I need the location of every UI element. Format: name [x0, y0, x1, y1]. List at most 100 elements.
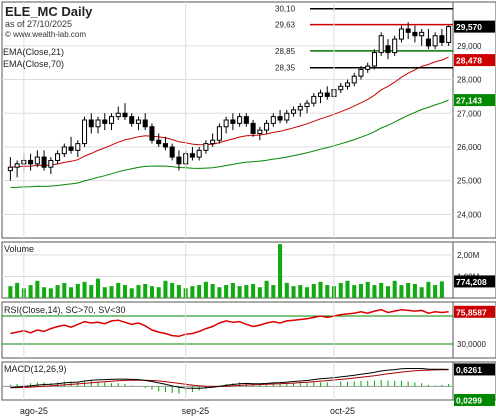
volume-bar	[426, 281, 431, 298]
candle-up	[344, 82, 351, 87]
price-level-label: 28,35	[275, 64, 296, 73]
candle-down	[149, 126, 155, 141]
as-of-date: as of 27/10/2025	[5, 19, 72, 29]
candle-down	[412, 31, 418, 37]
volume-bar	[129, 288, 134, 298]
volume-bar	[264, 280, 269, 298]
candle-up	[284, 112, 290, 121]
candle-up	[358, 68, 364, 77]
rsi-last-badge: 75,8587	[456, 307, 487, 317]
candle-down	[176, 156, 182, 165]
volume-bar	[42, 287, 47, 298]
volume-bar	[62, 282, 67, 298]
last-close-badge: 29,570	[456, 22, 482, 32]
volume-bar	[149, 286, 154, 298]
candle-up	[34, 156, 40, 165]
volume-bar	[217, 287, 222, 298]
candle-up	[108, 116, 115, 124]
candle-down	[102, 119, 108, 124]
volume-panel-axis-area	[452, 241, 496, 299]
volume-bar	[176, 285, 181, 298]
chart-title: ELE_MC Daily	[5, 4, 93, 19]
volume-bar	[345, 280, 350, 298]
volume-bar	[251, 284, 256, 298]
candle-up	[264, 122, 270, 131]
volume-bar	[406, 282, 411, 298]
rsi-label: RSI(Close,14), SC>70, SV<30	[4, 305, 126, 315]
price-level-label: 30,10	[275, 5, 296, 14]
candle-up	[419, 31, 425, 37]
volume-bar	[230, 282, 235, 298]
volume-bar	[305, 287, 310, 298]
volume-bar	[203, 281, 208, 298]
rsi-line	[10, 308, 449, 338]
candle-up	[398, 28, 404, 40]
volume-last-badge-bg	[454, 275, 495, 288]
volume-bar	[163, 280, 168, 298]
candle-down	[243, 116, 249, 124]
volume-bar	[15, 282, 20, 298]
volume-bar	[143, 284, 148, 298]
candle-up	[237, 116, 243, 124]
volume-bar	[109, 286, 114, 298]
volume-bar	[338, 282, 343, 298]
rsi-last-badge-bg	[454, 305, 495, 318]
price-tick-label: 27,000	[457, 109, 482, 118]
candle-up	[216, 126, 222, 141]
volume-bar	[372, 285, 377, 298]
ema21-badge-bg	[454, 54, 495, 67]
volume-bar	[122, 285, 128, 298]
macd-hist-badge: 0,0299	[456, 395, 482, 405]
macd-label: MACD(12,26,9)	[4, 364, 67, 374]
candle-up	[338, 85, 344, 91]
price-tick-label: 28,000	[457, 76, 482, 85]
volume-bar	[35, 280, 40, 298]
ema70-line	[10, 99, 449, 188]
price-level-label: 29,63	[275, 21, 296, 30]
candle-up	[135, 119, 141, 124]
volume-bar	[298, 285, 303, 298]
volume-bar	[318, 281, 323, 298]
volume-bar	[284, 282, 289, 298]
ema21-badge: 28,478	[456, 56, 482, 66]
macd-last-badge: 0,6261	[456, 365, 482, 375]
ema21-line	[10, 56, 449, 168]
candle-up	[304, 102, 310, 108]
volume-bar	[55, 285, 60, 298]
candle-up	[318, 92, 324, 97]
volume-bar	[224, 285, 229, 298]
candle-down	[142, 119, 148, 128]
price-panel-axis-area	[452, 1, 496, 239]
x-tick-label: oct-25	[330, 406, 355, 416]
rsi-panel-frame	[1, 301, 454, 359]
volume-bar	[28, 285, 33, 298]
candle-down	[162, 143, 168, 148]
volume-bar	[365, 281, 370, 298]
candle-down	[122, 112, 128, 118]
rsi-tick-label: 30,0000	[457, 340, 486, 349]
volume-bar	[136, 285, 141, 298]
volume-bar	[210, 284, 215, 298]
price-tick-label: 26,000	[457, 143, 482, 152]
legend-ema21: EMA(Close,21)	[3, 47, 64, 57]
volume-bar	[170, 282, 175, 298]
legend-ema70: EMA(Close,70)	[3, 59, 64, 69]
macd-last-badge-bg	[454, 363, 495, 376]
volume-bar	[412, 284, 417, 298]
x-axis: ago-25 sep-25 oct-25	[20, 2, 355, 416]
candle-down	[41, 156, 47, 168]
volume-bar	[399, 285, 404, 298]
candle-up	[432, 35, 438, 47]
candle-down	[425, 38, 431, 47]
candle-down	[156, 139, 162, 145]
candle-up	[378, 35, 384, 54]
volume-bar	[392, 280, 397, 298]
candle-down	[405, 28, 411, 33]
ema70-badge: 27,143	[456, 96, 482, 106]
ema70-badge-bg	[454, 94, 495, 107]
macd-panel-frame	[1, 361, 454, 401]
volume-bar	[190, 286, 195, 298]
volume-bar	[352, 285, 357, 298]
volume-bar	[82, 281, 87, 298]
